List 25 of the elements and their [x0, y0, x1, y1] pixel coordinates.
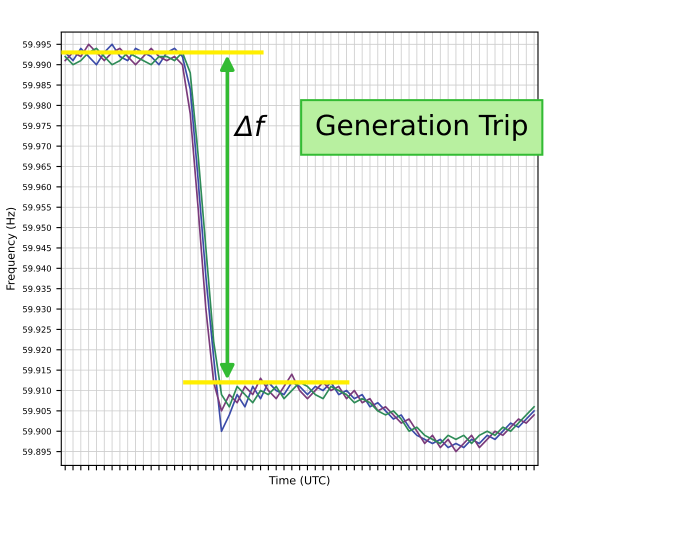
- y-axis-title: Frequency (Hz): [6, 208, 17, 290]
- y-tick-label: 59.940: [23, 265, 52, 272]
- y-tick-label: 59.970: [23, 143, 52, 150]
- y-tick-label: 59.905: [23, 408, 51, 414]
- y-tick-label: 59.915: [23, 367, 51, 374]
- y-tick-label: 59.935: [23, 286, 51, 292]
- y-tick-label: 59.955: [23, 204, 51, 211]
- y-tick-label: 59.985: [23, 82, 51, 88]
- annotation: Generation Trip: [316, 114, 527, 141]
- y-tick-label: 59.945: [23, 244, 51, 252]
- annotation: Δf: [233, 114, 268, 136]
- y-tick-label: 59.925: [23, 326, 51, 333]
- y-tick-label: 59.965: [23, 163, 51, 170]
- y-tick-label: 59.930: [23, 306, 52, 312]
- x-axis-title: Time (UTC): [268, 476, 330, 486]
- y-tick-label: 59.895: [23, 448, 51, 455]
- y-tick-label: 59.980: [23, 102, 52, 109]
- y-tick-label: 59.910: [23, 387, 52, 394]
- y-tick-label: 59.990: [23, 62, 52, 68]
- y-tick-label: 59.950: [23, 224, 52, 231]
- y-tick-label: 59.920: [23, 346, 52, 354]
- y-tick-label: 59.995: [23, 41, 51, 48]
- y-tick-label: 59.975: [23, 122, 51, 130]
- y-tick-label: 59.900: [23, 428, 52, 435]
- y-tick-label: 59.960: [23, 184, 52, 190]
